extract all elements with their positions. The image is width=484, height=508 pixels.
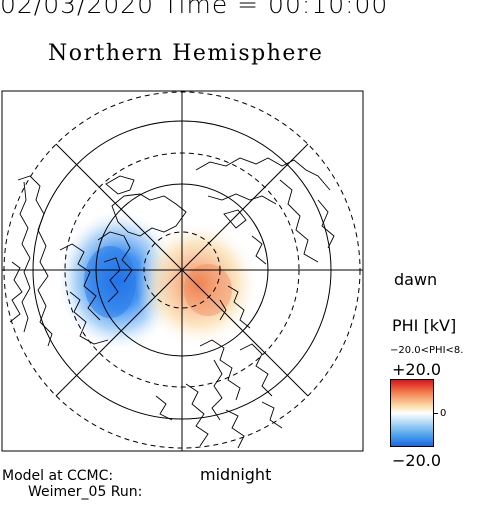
colorbar (390, 379, 434, 447)
date-time-title: 02/03/2020 Time = 00:10:00 (0, 0, 389, 19)
run-label: Weimer_05 Run: (28, 484, 143, 500)
coastlines (9, 157, 335, 449)
model-label: Model at CCMC: (2, 468, 114, 484)
plot-frame (1, 90, 364, 452)
negative-potential-core (84, 246, 136, 318)
hemisphere-title: Northern Hemisphere (48, 41, 324, 66)
meridian-diagonal-b (55, 143, 309, 397)
colorbar-max-label: +20.0 (392, 360, 442, 379)
colorbar-mid-label: 0 (440, 408, 447, 419)
colorbar-min-label: −20.0 (392, 451, 442, 470)
positive-potential-cell (136, 220, 260, 348)
dawn-label: dawn (394, 270, 438, 289)
midnight-label: midnight (200, 465, 272, 484)
positive-potential-core (184, 264, 232, 316)
colorbar-range: −20.0<PHI<8. (390, 345, 464, 356)
colorbar-zero-tick (433, 413, 438, 414)
colorbar-title: PHI [kV] (392, 316, 457, 335)
